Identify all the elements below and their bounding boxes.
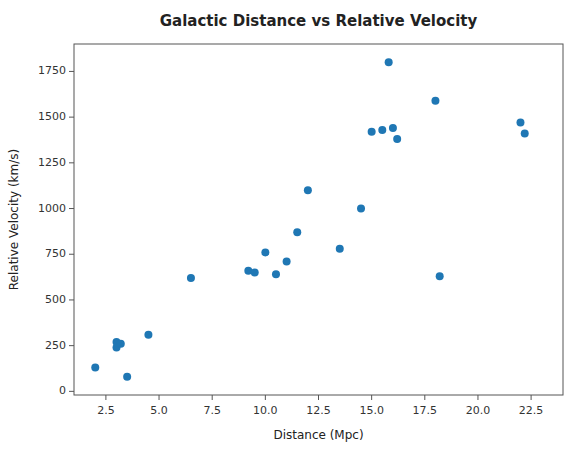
- tick-label: 10.0: [253, 404, 278, 417]
- point: [336, 245, 344, 253]
- tick-label: 500: [45, 293, 66, 306]
- tick-mark: [69, 208, 74, 209]
- tick-label: 17.5: [413, 404, 438, 417]
- tick-mark: [477, 395, 478, 400]
- point: [272, 270, 280, 278]
- tick-mark: [69, 117, 74, 118]
- point: [293, 228, 301, 236]
- point: [144, 331, 152, 339]
- tick-mark: [69, 71, 74, 72]
- tick-label: 1000: [38, 202, 66, 215]
- tick-mark: [159, 395, 160, 400]
- tick-mark: [212, 395, 213, 400]
- tick-label: 250: [45, 339, 66, 352]
- point: [117, 340, 125, 348]
- tick-mark: [69, 391, 74, 392]
- tick-label: 22.5: [519, 404, 544, 417]
- point: [283, 258, 291, 266]
- tick-mark: [371, 395, 372, 400]
- point: [91, 364, 99, 372]
- tick-label: 5.0: [150, 404, 168, 417]
- tick-label: 1750: [38, 64, 66, 77]
- point: [436, 272, 444, 280]
- point: [251, 269, 259, 277]
- tick-label: 750: [45, 247, 66, 260]
- tick-mark: [424, 395, 425, 400]
- tick-label: 12.5: [306, 404, 331, 417]
- point: [187, 274, 195, 282]
- point: [304, 186, 312, 194]
- tick-label: 7.5: [203, 404, 221, 417]
- tick-mark: [265, 395, 266, 400]
- tick-mark: [69, 254, 74, 255]
- tick-label: 1500: [38, 110, 66, 123]
- point: [357, 205, 365, 213]
- point: [385, 58, 393, 66]
- plot-frame: [74, 44, 563, 395]
- point: [378, 126, 386, 134]
- point: [516, 119, 524, 127]
- tick-mark: [69, 162, 74, 163]
- point: [393, 135, 401, 143]
- chart-svg: 0 250 500 750 1000 1250 1500 1750 2.5 5.0 7.5 10.0 1…: [0, 0, 585, 453]
- chart-container: 0 250 500 750 1000 1250 1500 1750 2.5 5.0 7.5 10.0 1…: [0, 0, 585, 453]
- point: [431, 97, 439, 105]
- tick-label: 0: [59, 384, 66, 397]
- tick-mark: [318, 395, 319, 400]
- x-axis: 2.5 5.0 7.5 10.0 12.5 15.0 17.5 20.0 22.5: [97, 395, 543, 417]
- y-axis-label: Relative Velocity (km/s): [7, 149, 21, 290]
- y-axis: 0 250 500 750 1000 1250 1500 1750: [38, 64, 74, 397]
- point: [521, 130, 529, 138]
- tick-mark: [105, 395, 106, 400]
- tick-mark: [69, 299, 74, 300]
- point: [368, 128, 376, 136]
- point: [123, 373, 131, 381]
- chart-title: Galactic Distance vs Relative Velocity: [160, 12, 478, 30]
- tick-label: 15.0: [359, 404, 384, 417]
- tick-mark: [69, 345, 74, 346]
- points: [91, 58, 528, 380]
- tick-mark: [531, 395, 532, 400]
- x-axis-label: Distance (Mpc): [273, 428, 363, 442]
- tick-label: 20.0: [466, 404, 491, 417]
- tick-label: 2.5: [97, 404, 115, 417]
- tick-label: 1250: [38, 156, 66, 169]
- point: [389, 124, 397, 132]
- point: [261, 248, 269, 256]
